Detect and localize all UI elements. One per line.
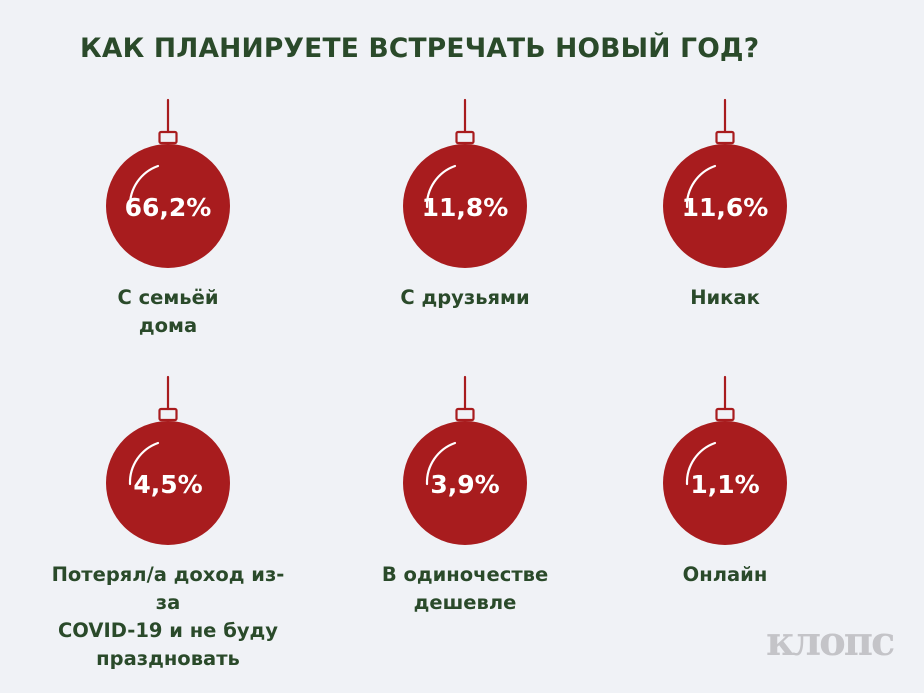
percent-value: 3,9% <box>430 470 500 499</box>
ornament-cap <box>158 130 178 145</box>
ornament-graphic <box>663 375 787 545</box>
ornament-item: 4,5% Потерял/а доход из-за COVID-19 и не б… <box>48 367 288 670</box>
label-line: дома <box>138 314 198 337</box>
ornament-item: 3,9% В одиночестве дешевле <box>345 367 585 614</box>
percent-value: 11,6% <box>681 193 769 222</box>
label-line: С друзьями <box>400 286 530 309</box>
ornament-item: 66,2% С семьёй дома <box>48 90 288 337</box>
ornament-label: Потерял/а доход из-за COVID-19 и не буду п… <box>48 561 288 673</box>
ornament-graphic <box>403 98 527 268</box>
page-title: КАК ПЛАНИРУЕТЕ ВСТРЕЧАТЬ НОВЫЙ ГОД? <box>80 33 760 64</box>
ornament-label: В одиночестве дешевле <box>345 561 585 617</box>
ornament-cap <box>715 407 735 422</box>
percent-value: 4,5% <box>133 470 203 499</box>
ornament-label: Никак <box>605 284 845 312</box>
ornament-highlight <box>685 441 717 486</box>
ornament-item: 11,6% Никак <box>605 90 845 330</box>
ornament-highlight <box>425 441 457 486</box>
ornament-highlight <box>425 164 457 209</box>
ornament-item: 1,1% Онлайн <box>605 367 845 607</box>
ornament-ball <box>663 144 787 268</box>
label-line: В одиночестве <box>381 563 549 586</box>
ornament-cap <box>455 130 475 145</box>
label-line: дешевле <box>413 591 517 614</box>
label-line: С семьёй <box>117 286 219 309</box>
ornament-ball <box>403 421 527 545</box>
label-line: Никак <box>690 286 760 309</box>
ornament-ball <box>106 421 230 545</box>
ornament-ball <box>403 144 527 268</box>
ornament-label: С семьёй дома <box>48 284 288 340</box>
ornament-ball <box>106 144 230 268</box>
label-line: Онлайн <box>682 563 768 586</box>
ornament-graphic <box>106 375 230 545</box>
percent-value: 66,2% <box>124 193 212 222</box>
ornament-highlight <box>128 441 160 486</box>
ornament-cap <box>715 130 735 145</box>
ornament-highlight <box>128 164 160 209</box>
ornament-label: С друзьями <box>345 284 585 312</box>
label-line: праздновать <box>96 647 240 670</box>
ornament-cap <box>158 407 178 422</box>
percent-value: 1,1% <box>690 470 760 499</box>
ornament-cap <box>455 407 475 422</box>
label-line: Потерял/а доход из-за <box>51 563 285 614</box>
brand-logo: клопс <box>766 618 895 665</box>
ornament-highlight <box>685 164 717 209</box>
ornament-graphic <box>663 98 787 268</box>
ornament-label: Онлайн <box>605 561 845 589</box>
ornament-graphic <box>106 98 230 268</box>
ornament-graphic <box>403 375 527 545</box>
label-line: COVID-19 и не буду <box>57 619 278 642</box>
percent-value: 11,8% <box>421 193 509 222</box>
ornament-item: 11,8% С друзьями <box>345 90 585 330</box>
ornament-ball <box>663 421 787 545</box>
